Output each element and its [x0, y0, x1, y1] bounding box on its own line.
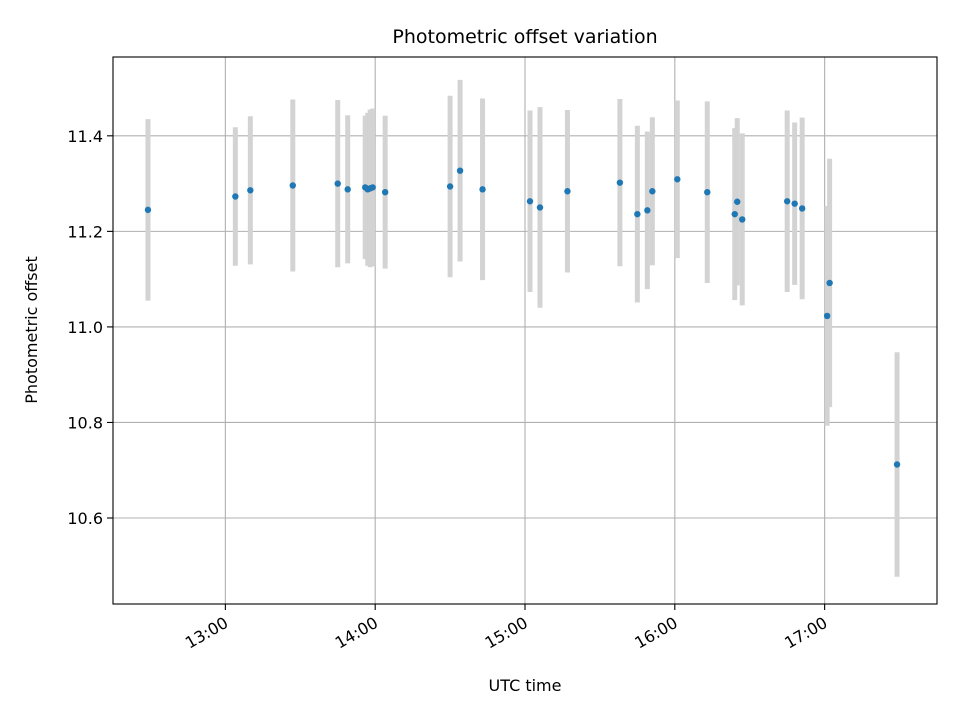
data-point	[634, 210, 641, 218]
data-point	[232, 193, 239, 200]
data-point	[734, 198, 741, 205]
data-point	[144, 206, 152, 214]
data-point	[344, 186, 351, 193]
data-point	[823, 312, 831, 320]
data-point	[381, 188, 389, 196]
y-tick-label: 11.4	[67, 127, 103, 146]
data-points	[144, 167, 901, 468]
data-point	[247, 187, 254, 194]
data-point	[644, 207, 651, 214]
data-point	[536, 204, 544, 211]
chart-title: Photometric offset variation	[392, 26, 657, 48]
data-point	[704, 188, 711, 196]
data-point	[649, 188, 656, 195]
data-point	[479, 186, 486, 193]
data-point	[791, 200, 798, 207]
data-point	[334, 180, 341, 187]
y-tick-label: 10.6	[67, 509, 103, 528]
data-point	[456, 167, 464, 174]
data-point	[674, 176, 681, 183]
y-tick-label: 10.8	[67, 413, 103, 432]
data-point	[826, 279, 833, 287]
data-point	[564, 188, 571, 195]
data-point	[369, 184, 376, 191]
y-tick-label: 11.0	[67, 318, 103, 337]
data-point	[526, 198, 534, 205]
data-point	[289, 182, 296, 189]
y-axis: 10.6 10.8 11.0 11.2 11.4	[67, 127, 113, 528]
data-point	[739, 216, 746, 223]
data-point	[446, 183, 454, 190]
data-point	[731, 210, 738, 218]
data-point	[798, 205, 806, 212]
y-tick-label: 11.2	[67, 222, 103, 241]
data-point	[616, 179, 624, 186]
data-point	[783, 198, 791, 205]
x-axis-label: UTC time	[489, 676, 562, 695]
data-point	[893, 461, 901, 468]
y-axis-label: Photometric offset	[22, 256, 41, 404]
